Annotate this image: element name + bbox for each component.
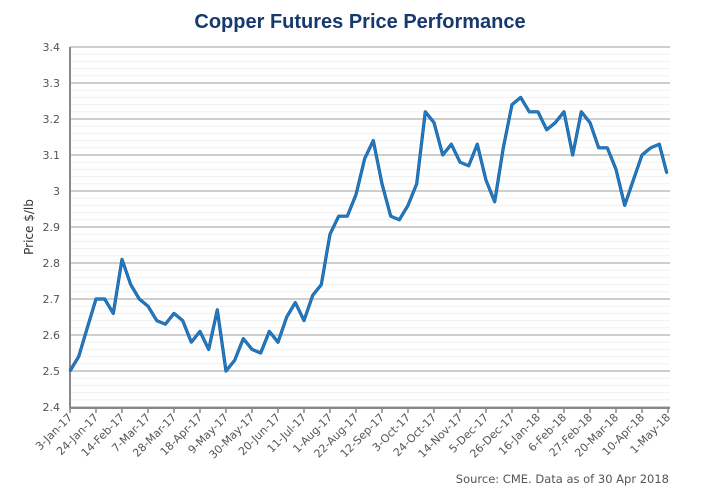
data-point bbox=[493, 200, 496, 203]
data-point bbox=[372, 139, 375, 142]
y-tick-label: 3.4 bbox=[43, 41, 61, 54]
data-point bbox=[354, 193, 358, 196]
data-point bbox=[571, 153, 574, 157]
y-tick-label: 2.9 bbox=[43, 221, 61, 234]
data-point bbox=[502, 146, 505, 149]
data-point bbox=[510, 103, 514, 106]
data-point bbox=[94, 297, 98, 301]
price-series bbox=[68, 95, 669, 373]
data-point bbox=[346, 215, 349, 218]
data-point bbox=[389, 215, 392, 218]
data-point bbox=[103, 297, 106, 301]
data-point bbox=[588, 121, 592, 124]
data-point bbox=[268, 330, 271, 333]
data-point bbox=[146, 305, 150, 308]
data-point bbox=[164, 323, 167, 326]
data-point bbox=[424, 110, 427, 114]
data-point bbox=[554, 121, 557, 124]
data-point bbox=[458, 161, 462, 164]
data-point bbox=[640, 153, 644, 157]
data-point bbox=[363, 157, 366, 160]
data-point bbox=[320, 283, 323, 286]
data-point bbox=[406, 204, 410, 207]
data-point bbox=[545, 128, 548, 131]
data-point bbox=[606, 146, 609, 149]
y-tick-label: 2.4 bbox=[43, 401, 61, 414]
data-point bbox=[450, 143, 453, 146]
data-point bbox=[224, 369, 228, 373]
data-point bbox=[68, 369, 72, 373]
y-tick-label: 3.2 bbox=[43, 113, 61, 126]
data-point bbox=[597, 146, 600, 149]
data-point bbox=[311, 294, 314, 297]
data-point bbox=[528, 110, 531, 114]
y-axis-label: Price $/lb bbox=[22, 199, 36, 255]
data-point bbox=[294, 301, 297, 304]
source-note: Source: CME. Data as of 30 Apr 2018 bbox=[456, 472, 669, 486]
data-point bbox=[415, 182, 418, 185]
data-point bbox=[519, 96, 522, 99]
data-point bbox=[198, 330, 202, 333]
data-point bbox=[181, 319, 184, 322]
data-point bbox=[328, 233, 332, 236]
data-point bbox=[337, 215, 340, 218]
data-point bbox=[302, 319, 306, 322]
y-tick-label: 2.8 bbox=[43, 257, 61, 270]
series-line bbox=[69, 96, 668, 373]
data-point bbox=[250, 348, 254, 351]
y-tick-label: 3.3 bbox=[43, 77, 61, 90]
y-tick-label: 3.1 bbox=[43, 149, 61, 162]
data-point bbox=[632, 179, 635, 182]
data-point bbox=[649, 146, 652, 149]
data-point bbox=[216, 308, 219, 311]
data-point bbox=[580, 110, 583, 114]
y-tick-label: 3 bbox=[53, 185, 60, 198]
data-point bbox=[441, 153, 444, 157]
data-point bbox=[614, 168, 618, 171]
data-point bbox=[233, 359, 236, 362]
data-point bbox=[467, 164, 470, 167]
data-point bbox=[259, 351, 262, 355]
data-point bbox=[658, 143, 661, 146]
data-point bbox=[623, 204, 626, 207]
data-point bbox=[77, 355, 80, 358]
data-point bbox=[155, 319, 158, 322]
data-point bbox=[138, 297, 141, 301]
gridlines bbox=[70, 46, 670, 408]
x-axis-ticks: 3-Jan-1724-Jan-1714-Feb-177-Mar-1728-Mar… bbox=[33, 408, 673, 461]
data-point bbox=[380, 182, 384, 185]
data-point bbox=[190, 341, 193, 344]
data-point bbox=[562, 110, 566, 114]
data-point bbox=[112, 312, 115, 315]
data-point bbox=[172, 312, 176, 315]
y-axis-ticks: 2.4 2.5 2.6 2.7 2.8 2.9 3 3.1 3.2 3.3 3.4 bbox=[43, 41, 61, 414]
data-point bbox=[476, 143, 479, 146]
data-point bbox=[242, 337, 245, 340]
data-point bbox=[484, 179, 488, 182]
data-point bbox=[276, 341, 280, 344]
data-point bbox=[285, 315, 288, 319]
data-point bbox=[665, 171, 668, 175]
data-point bbox=[398, 218, 401, 221]
data-point bbox=[432, 121, 436, 124]
y-tick-label: 2.5 bbox=[43, 365, 61, 378]
data-point bbox=[536, 110, 540, 114]
data-point bbox=[207, 348, 210, 351]
data-point bbox=[86, 326, 89, 329]
data-point bbox=[129, 283, 132, 286]
y-tick-label: 2.7 bbox=[43, 293, 61, 306]
y-tick-label: 2.6 bbox=[43, 329, 61, 342]
chart-title: Copper Futures Price Performance bbox=[194, 11, 525, 33]
data-point bbox=[120, 258, 124, 261]
